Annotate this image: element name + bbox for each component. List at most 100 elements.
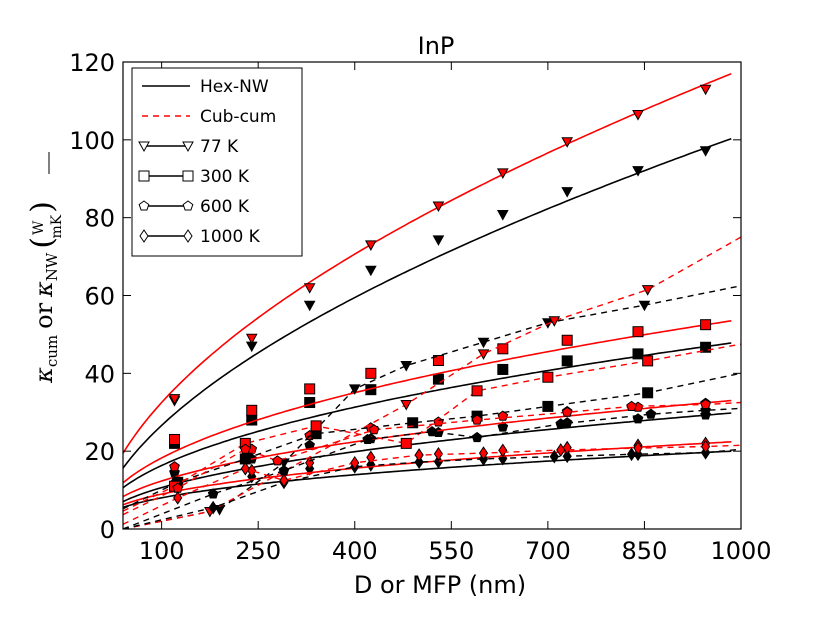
legend-box: [131, 67, 303, 257]
data-point: [700, 319, 712, 331]
data-point: [561, 334, 573, 346]
series-line: [123, 320, 732, 484]
data-point: [350, 455, 360, 470]
data-point: [632, 166, 644, 177]
data-point: [365, 367, 377, 379]
data-point: [477, 349, 490, 360]
data-point: [477, 337, 490, 349]
series-layer: [123, 72, 741, 529]
data-point: [303, 283, 316, 294]
data-point: [432, 235, 445, 246]
series-line: [123, 343, 741, 512]
data-point: [556, 443, 566, 457]
data-point: [561, 187, 574, 198]
series-line: [123, 412, 732, 503]
legend-label: Hex-NW: [200, 77, 269, 97]
data-point: [303, 300, 316, 312]
y-tick-label: 40: [84, 360, 115, 388]
data-point: [240, 443, 251, 454]
series-line: [123, 342, 732, 489]
data-point: [168, 394, 181, 405]
data-point: [173, 490, 183, 505]
data-point: [432, 373, 444, 385]
y-tick-label: 100: [69, 127, 115, 155]
series-line: [123, 137, 732, 469]
series-line: [123, 407, 741, 529]
data-point: [414, 448, 424, 462]
data-point: [561, 137, 574, 148]
data-point: [555, 418, 567, 429]
x-tick-label: 400: [332, 537, 378, 565]
legend-marker: [182, 200, 194, 211]
data-point: [626, 447, 637, 462]
series-line: [123, 401, 741, 516]
data-point: [638, 300, 651, 312]
y-tick-label: 60: [84, 283, 115, 311]
series-line: [123, 448, 741, 529]
series-line: [123, 72, 732, 454]
legend-label: 1000 K: [200, 227, 261, 247]
data-point: [645, 408, 657, 419]
legend-marker: [139, 229, 149, 243]
data-point: [542, 400, 554, 412]
series-line: [123, 372, 741, 510]
y-label-kappa-1: κ: [30, 367, 58, 384]
data-point: [407, 417, 419, 429]
data-point: [471, 431, 483, 443]
data-point: [549, 449, 559, 464]
data-point: [632, 348, 644, 360]
y-label-sub-nw: NW: [43, 252, 61, 281]
data-point: [400, 437, 412, 449]
legend-label: 77 K: [200, 137, 239, 157]
data-point: [496, 210, 509, 221]
data-point: [478, 446, 489, 461]
x-tick-label: 700: [525, 537, 571, 565]
data-point: [562, 440, 572, 455]
data-point: [400, 399, 413, 411]
data-point: [304, 383, 316, 395]
data-point: [699, 146, 712, 157]
y-tick-label: 80: [84, 205, 115, 233]
data-point: [208, 500, 218, 515]
y-label-or: or: [30, 302, 58, 328]
data-point: [632, 326, 644, 338]
x-tick-label: 850: [622, 537, 668, 565]
data-point: [700, 439, 711, 454]
data-point: [279, 473, 289, 488]
data-point: [348, 384, 361, 395]
data-point: [245, 333, 258, 345]
data-point: [626, 400, 637, 411]
legend-marker: [183, 229, 193, 243]
data-point: [272, 455, 283, 466]
data-point: [414, 455, 424, 469]
data-point: [366, 457, 376, 472]
y-label-unit-den: mK: [49, 214, 65, 238]
data-point: [642, 387, 654, 399]
data-point: [700, 341, 712, 353]
axes-layer: 100 250 400 550 700 850 1000 0 20 40 60 80 100 120: [69, 49, 771, 565]
data-point: [246, 404, 258, 416]
y-axis-label: κcumorκNW(W mK): [25, 152, 65, 384]
data-point: [699, 84, 712, 96]
data-point: [632, 110, 644, 121]
y-tick-label: 0: [100, 516, 115, 544]
series-line: [123, 236, 741, 529]
series-line: [123, 450, 732, 509]
data-point: [368, 424, 380, 435]
data-point: [169, 461, 180, 472]
x-axis-label: D or MFP (nm): [354, 571, 526, 599]
y-tick-label: 120: [69, 49, 115, 77]
x-tick-label: 250: [235, 537, 281, 565]
y-label-sub-cum: cum: [43, 335, 61, 367]
data-point: [497, 421, 509, 432]
data-point: [310, 420, 322, 432]
y-label-unit-num: W: [31, 220, 47, 235]
data-point: [240, 461, 250, 476]
data-point: [400, 361, 413, 372]
legend-label: 300 K: [200, 167, 250, 187]
data-point: [642, 355, 654, 367]
data-point: [641, 285, 654, 296]
data-point: [471, 414, 483, 425]
data-point: [497, 343, 509, 355]
